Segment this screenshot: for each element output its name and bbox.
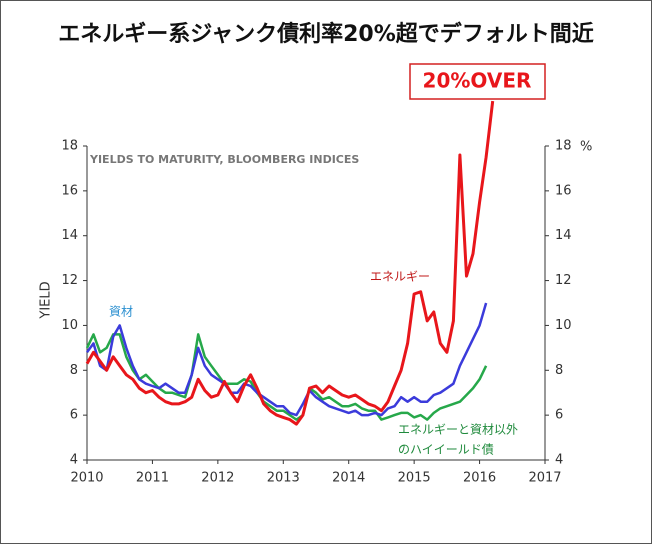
x-tick-label: 2011 [136,471,169,486]
chart-title: エネルギー系ジャンク債利率20%超でデフォルト間近 [58,21,594,47]
x-tick-label: 2014 [332,471,365,486]
y-axis-label: YIELD [39,281,54,319]
y-tick-label: 16 [61,183,78,198]
y2-axis-label: % [580,140,592,155]
series-label: エネルギー [370,270,430,284]
y2-tick-label: 6 [555,408,563,423]
y-tick-label: 12 [61,273,78,288]
x-tick-label: 2016 [463,471,496,486]
series-label: 資材 [109,305,133,319]
series-line [85,100,495,426]
x-tick-label: 2015 [398,471,431,486]
y-tick-label: 4 [70,453,78,468]
y2-tick-label: 8 [555,363,563,378]
callout-box [409,63,546,100]
y2-tick-label: 10 [555,318,572,333]
callout: 20%OVER [423,69,532,93]
y-tick-label: 6 [70,408,78,423]
x-tick-label: 2012 [201,471,234,486]
x-tick-label: 2017 [528,471,561,486]
y2-tick-label: 12 [555,273,572,288]
y-tick-label: 8 [70,363,78,378]
y2-tick-label: 16 [555,183,572,198]
series-label: エネルギーと資材以外 [398,423,518,437]
x-tick-label: 2013 [267,471,300,486]
y-tick-label: 14 [61,228,78,243]
note: YIELDS TO MATURITY, BLOOMBERG INDICES [89,153,359,166]
y-tick-label: 10 [61,318,78,333]
x-tick-label: 2010 [70,471,103,486]
y2-tick-label: 18 [555,139,572,154]
y2-tick-label: 4 [555,453,563,468]
y-tick-label: 18 [61,139,78,154]
series-line [85,333,488,421]
series-line [85,302,488,417]
series-label: のハイイールド債 [398,442,494,457]
y2-tick-label: 14 [555,228,572,243]
